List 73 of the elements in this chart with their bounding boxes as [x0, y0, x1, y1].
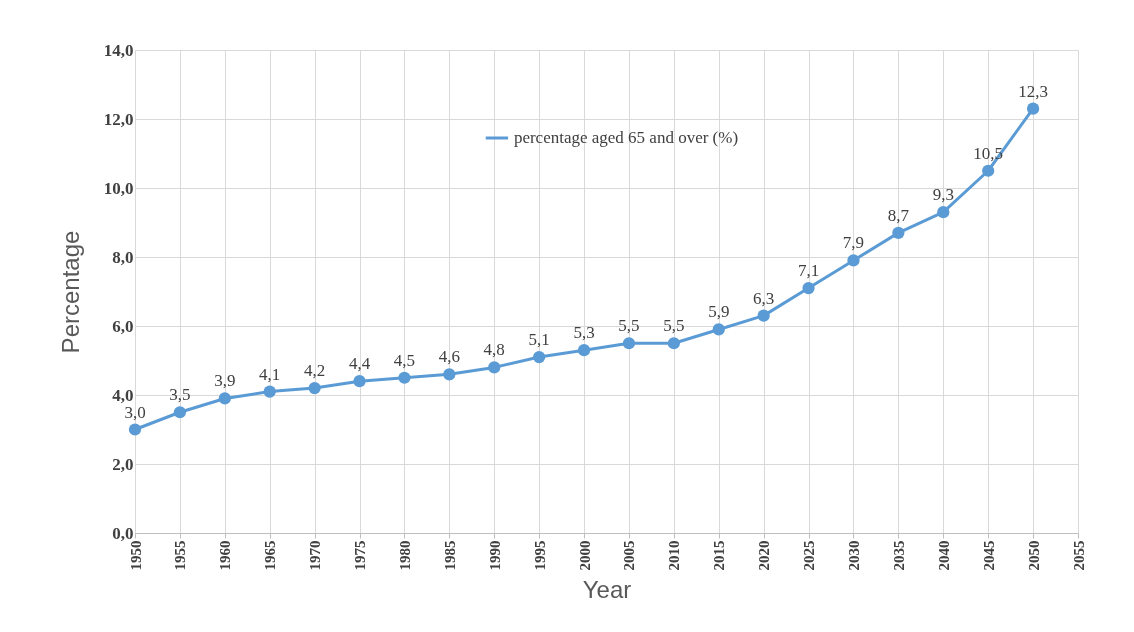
data-label: 3,9 — [214, 371, 236, 391]
x-tick-label: 1985 — [441, 540, 458, 571]
point — [443, 368, 456, 381]
y-tick-label: 2,0 — [112, 454, 134, 474]
legend-label: percentage aged 65 and over (%) — [513, 128, 739, 147]
point — [488, 361, 501, 374]
x-tick-label: 2015 — [711, 540, 728, 571]
data-label: 5,9 — [708, 302, 730, 322]
data-label: 9,3 — [932, 185, 954, 205]
y-axis-title: Percentage — [56, 230, 84, 354]
point — [308, 381, 321, 395]
x-tick-label: 2020 — [756, 540, 773, 571]
point — [892, 226, 905, 239]
data-label: 5,3 — [573, 323, 595, 343]
x-tick-label: 2030 — [845, 540, 862, 571]
y-tick-label: 8,0 — [112, 247, 134, 267]
x-tick-label: 1950 — [127, 540, 144, 571]
data-label: 8,7 — [887, 205, 910, 225]
point — [533, 350, 546, 364]
x-tick-label: 1965 — [262, 540, 279, 571]
point — [802, 281, 815, 295]
data-label: 7,9 — [842, 233, 865, 253]
point — [847, 254, 860, 267]
data-label: 5,5 — [618, 316, 640, 336]
x-tick-label: 1960 — [217, 540, 234, 571]
x-tick-label: 2055 — [1070, 540, 1087, 571]
x-tick-label: 2025 — [801, 540, 818, 571]
data-label: 4,8 — [483, 340, 505, 360]
x-axis-title: Year — [582, 575, 632, 603]
data-label: 4,2 — [303, 361, 326, 381]
data-label: 4,1 — [259, 364, 281, 384]
y-tick-label: 14,0 — [103, 40, 134, 60]
x-tick-label: 2050 — [1025, 540, 1042, 571]
data-label: 5,1 — [528, 330, 550, 350]
y-tick-label: 6,0 — [112, 316, 134, 336]
point — [353, 375, 366, 388]
point — [218, 392, 231, 405]
x-tick-label: 2045 — [980, 540, 997, 571]
data-label: 5,5 — [663, 316, 685, 336]
x-tick-label: 1990 — [486, 540, 503, 571]
data-label: 7,1 — [797, 261, 820, 281]
data-label: 3,0 — [124, 402, 146, 422]
point — [1026, 102, 1040, 115]
point — [173, 406, 187, 419]
data-label: 4,6 — [438, 347, 460, 367]
y-tick-label: 4,0 — [112, 385, 134, 405]
data-label: 6,3 — [753, 288, 775, 308]
point — [667, 337, 680, 350]
point — [128, 423, 142, 436]
x-tick-label: 1975 — [352, 540, 369, 571]
point — [712, 323, 725, 336]
point — [757, 309, 770, 322]
x-tick-label: 2040 — [935, 540, 952, 571]
x-tick-label: 2035 — [890, 540, 907, 571]
point — [398, 371, 411, 384]
x-tick-label: 1995 — [531, 540, 548, 571]
data-label: 3,5 — [169, 385, 191, 405]
point — [263, 385, 276, 398]
y-tick-label: 10,0 — [103, 178, 134, 198]
point — [622, 337, 636, 350]
x-tick-label: 1980 — [396, 540, 413, 571]
y-tick-label: 12,0 — [103, 109, 134, 129]
x-tick-label: 1970 — [307, 540, 324, 571]
x-tick-label: 2005 — [621, 540, 638, 571]
x-tick-label: 1955 — [172, 540, 189, 571]
x-tick-label: 2000 — [576, 540, 593, 571]
point — [577, 344, 591, 357]
data-label: 4,4 — [348, 354, 371, 374]
x-tick-label: 2010 — [666, 540, 683, 571]
point — [937, 206, 950, 219]
data-label: 12,3 — [1018, 81, 1048, 101]
point — [982, 164, 995, 177]
data-label: 4,5 — [393, 350, 416, 370]
